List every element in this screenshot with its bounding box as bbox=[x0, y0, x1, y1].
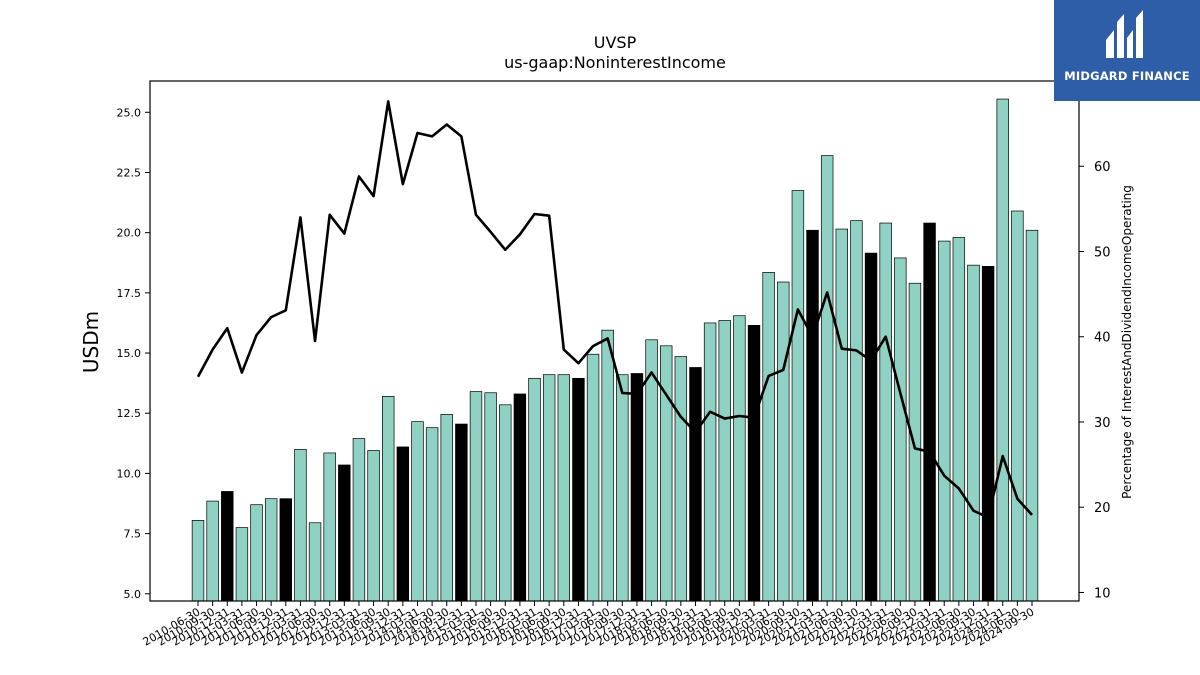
bar bbox=[952, 237, 966, 602]
bar bbox=[250, 504, 263, 602]
series-line bbox=[196, 100, 1033, 519]
bar bbox=[630, 373, 644, 602]
y2-tick-label: 50 bbox=[1094, 245, 1111, 260]
bar bbox=[557, 374, 571, 602]
bar bbox=[425, 427, 439, 602]
bar bbox=[747, 325, 761, 602]
bar bbox=[1011, 210, 1024, 602]
bar bbox=[221, 491, 234, 602]
bar bbox=[1025, 229, 1039, 602]
bar bbox=[323, 452, 336, 602]
bar bbox=[981, 266, 995, 602]
bar bbox=[499, 404, 512, 602]
bar bbox=[279, 498, 293, 602]
bar bbox=[542, 374, 556, 602]
bar bbox=[513, 393, 527, 602]
bar bbox=[996, 98, 1009, 602]
bar bbox=[850, 220, 863, 602]
bar bbox=[294, 448, 307, 602]
brand-logo: MIDGARD FINANCE bbox=[1054, 0, 1200, 101]
bar bbox=[733, 315, 746, 602]
bar bbox=[718, 320, 731, 602]
bar bbox=[191, 519, 205, 602]
bar bbox=[616, 374, 629, 602]
bar bbox=[806, 229, 819, 602]
bar bbox=[455, 423, 468, 602]
y-tick-label: 22.5 bbox=[117, 166, 142, 179]
y-tick-label: 25.0 bbox=[117, 106, 142, 119]
bar-series bbox=[191, 98, 1039, 602]
bar bbox=[908, 282, 922, 602]
chart-title: UVSP bbox=[594, 33, 637, 52]
y2-axis-label: Percentage of InterestAndDividendIncomeO… bbox=[1120, 185, 1134, 499]
bar bbox=[967, 264, 980, 602]
bar bbox=[235, 527, 249, 602]
bar bbox=[674, 356, 688, 602]
y-tick-label: 15.0 bbox=[117, 347, 142, 360]
y2-tick-label: 30 bbox=[1094, 416, 1111, 431]
bar bbox=[382, 396, 395, 602]
bar bbox=[586, 353, 600, 602]
bar bbox=[367, 450, 380, 602]
bar bbox=[894, 257, 907, 602]
y2-tick-label: 60 bbox=[1094, 160, 1111, 175]
bar bbox=[864, 252, 878, 602]
bar bbox=[689, 367, 702, 602]
bar bbox=[923, 222, 936, 602]
bar bbox=[879, 222, 892, 602]
axes: 5.0 7.5 10.0 12.5 15.0 17.5 20.0 22.5 25.0 10 20 30… bbox=[117, 80, 1111, 649]
bar bbox=[206, 500, 219, 602]
bar bbox=[440, 414, 453, 602]
y2-tick-label: 40 bbox=[1094, 331, 1111, 346]
plot-frame bbox=[149, 80, 1080, 602]
y-axis-label: USDm bbox=[79, 311, 103, 373]
y-tick-label: 12.5 bbox=[117, 407, 142, 420]
bar bbox=[660, 345, 673, 602]
y2-tick-label: 20 bbox=[1094, 501, 1111, 516]
y-tick-label: 5.0 bbox=[124, 588, 142, 601]
y-tick-label: 10.0 bbox=[117, 467, 142, 480]
midgard-logo-icon bbox=[1106, 10, 1143, 58]
bar bbox=[762, 272, 775, 602]
bar bbox=[469, 391, 483, 602]
bar bbox=[820, 155, 834, 602]
y-tick-label: 7.5 bbox=[124, 528, 142, 541]
bar bbox=[308, 522, 322, 602]
bar bbox=[777, 281, 790, 602]
bar bbox=[601, 329, 614, 602]
bar bbox=[352, 438, 366, 602]
y-tick-label: 17.5 bbox=[117, 287, 142, 300]
y-tick-label: 20.0 bbox=[117, 227, 142, 240]
bar bbox=[528, 377, 541, 602]
line-series bbox=[196, 100, 1033, 519]
bar bbox=[835, 228, 849, 602]
bar bbox=[703, 322, 717, 602]
bar bbox=[791, 190, 805, 602]
bar bbox=[264, 498, 278, 602]
chart-subtitle: us-gaap:NoninterestIncome bbox=[504, 53, 726, 72]
bar bbox=[396, 446, 410, 602]
bar bbox=[484, 392, 497, 602]
y2-tick-label: 10 bbox=[1094, 586, 1111, 601]
bar bbox=[938, 240, 951, 602]
bar bbox=[338, 464, 351, 602]
brand-name: MIDGARD FINANCE bbox=[1064, 69, 1190, 83]
bar bbox=[572, 377, 585, 602]
bar bbox=[411, 421, 424, 602]
